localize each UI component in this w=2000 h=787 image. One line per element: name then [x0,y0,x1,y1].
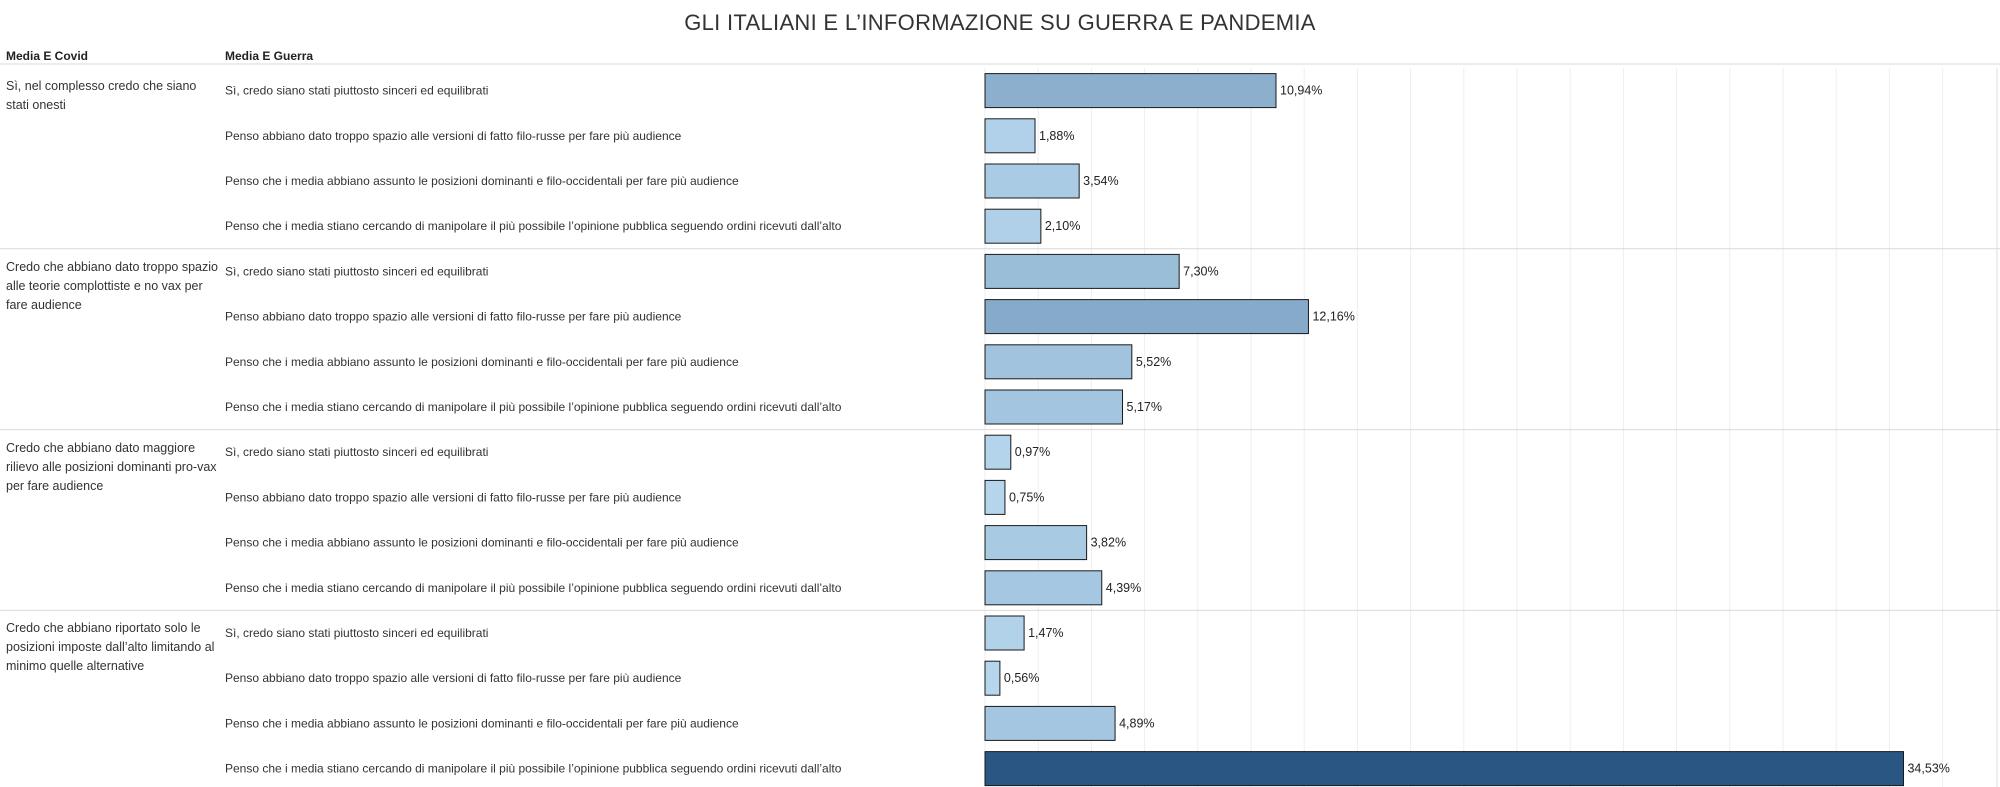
data-label: 5,52% [1136,355,1171,369]
row-label: Sì, credo siano stati piuttosto sinceri … [225,264,488,278]
table-row: Penso abbiano dato troppo spazio alle ve… [225,299,1355,335]
data-label: 7,30% [1183,264,1218,278]
table-row: Sì, credo siano stati piuttosto sinceri … [225,434,1050,470]
bar[interactable] [984,163,1080,199]
bar[interactable] [984,208,1042,244]
table-row: Penso che i media stiano cercando di man… [225,389,1162,425]
table-row: Sì, credo siano stati piuttosto sinceri … [225,615,1064,651]
bar[interactable] [984,570,1103,606]
group-label: Credo che abbiano dato maggiore rilievo … [6,440,217,493]
table-row: Penso che i media abbiano assunto le pos… [225,344,1171,380]
row-label: Penso abbiano dato troppo spazio alle ve… [225,671,682,685]
data-label: 1,47% [1028,626,1063,640]
table-row: Sì, credo siano stati piuttosto sinceri … [225,73,1322,109]
data-label: 5,17% [1127,400,1162,414]
bar[interactable] [984,299,1309,335]
data-label: 4,39% [1106,581,1141,595]
row-label: Penso che i media stiano cercando di man… [225,400,842,414]
row-label: Penso che i media abbiano assunto le pos… [225,536,739,550]
bar[interactable] [984,705,1116,741]
table-row: Penso che i media stiano cercando di man… [225,208,1080,244]
row-label: Penso che i media stiano cercando di man… [225,762,842,776]
data-label: 1,88% [1039,129,1074,143]
table-row: Penso abbiano dato troppo spazio alle ve… [225,118,1074,154]
chart-title: GLI ITALIANI E L’INFORMAZIONE SU GUERRA … [684,10,1316,35]
row-label: Sì, credo siano stati piuttosto sinceri … [225,626,488,640]
group-label: Credo che abbiano riportato solo le posi… [6,621,215,674]
data-label: 0,97% [1015,445,1050,459]
bar[interactable] [984,73,1277,109]
table-row: Penso che i media abbiano assunto le pos… [225,525,1126,561]
bar[interactable] [984,389,1124,425]
data-label: 3,82% [1091,536,1126,550]
row-label: Penso che i media abbiano assunto le pos… [225,174,739,188]
table-row: Penso che i media stiano cercando di man… [225,751,1950,787]
row-label: Penso che i media abbiano assunto le pos… [225,716,739,730]
group-label: Sì, nel complesso credo che siano stati … [6,79,197,112]
table-row: Penso che i media abbiano assunto le pos… [225,705,1155,741]
row-label: Penso abbiano dato troppo spazio alle ve… [225,310,682,324]
column-header-covid: Media E Covid [6,49,89,63]
row-label: Penso che i media stiano cercando di man… [225,581,842,595]
bar[interactable] [984,434,1012,470]
bar[interactable] [984,479,1006,515]
gridlines [984,68,1998,787]
data-label: 4,89% [1119,716,1154,730]
bar[interactable] [984,751,1904,787]
bar[interactable] [984,118,1036,154]
chart-rows: Sì, credo siano stati piuttosto sinceri … [225,73,1950,787]
data-label: 0,56% [1004,671,1039,685]
bar[interactable] [984,615,1025,651]
bar[interactable] [984,344,1133,380]
table-row: Penso abbiano dato troppo spazio alle ve… [225,660,1039,696]
row-label: Penso abbiano dato troppo spazio alle ve… [225,129,682,143]
bar[interactable] [984,660,1001,696]
data-label: 12,16% [1312,310,1354,324]
table-row: Penso abbiano dato troppo spazio alle ve… [225,479,1044,515]
row-label: Sì, credo siano stati piuttosto sinceri … [225,445,488,459]
row-label: Penso abbiano dato troppo spazio alle ve… [225,490,682,504]
column-header-guerra: Media E Guerra [225,49,314,63]
data-label: 2,10% [1045,219,1080,233]
bar[interactable] [984,253,1180,289]
row-label: Penso che i media stiano cercando di man… [225,219,842,233]
bar[interactable] [984,525,1088,561]
group-separators [0,63,2000,611]
table-row: Penso che i media abbiano assunto le pos… [225,163,1119,199]
row-label: Penso che i media abbiano assunto le pos… [225,355,739,369]
row-label: Sì, credo siano stati piuttosto sinceri … [225,84,488,98]
table-row: Sì, credo siano stati piuttosto sinceri … [225,253,1219,289]
data-label: 34,53% [1907,762,1949,776]
table-row: Penso che i media stiano cercando di man… [225,570,1141,606]
data-label: 10,94% [1280,84,1322,98]
data-label: 3,54% [1083,174,1118,188]
data-label: 0,75% [1009,490,1044,504]
group-label: Credo che abbiano dato troppo spazio all… [6,259,218,312]
